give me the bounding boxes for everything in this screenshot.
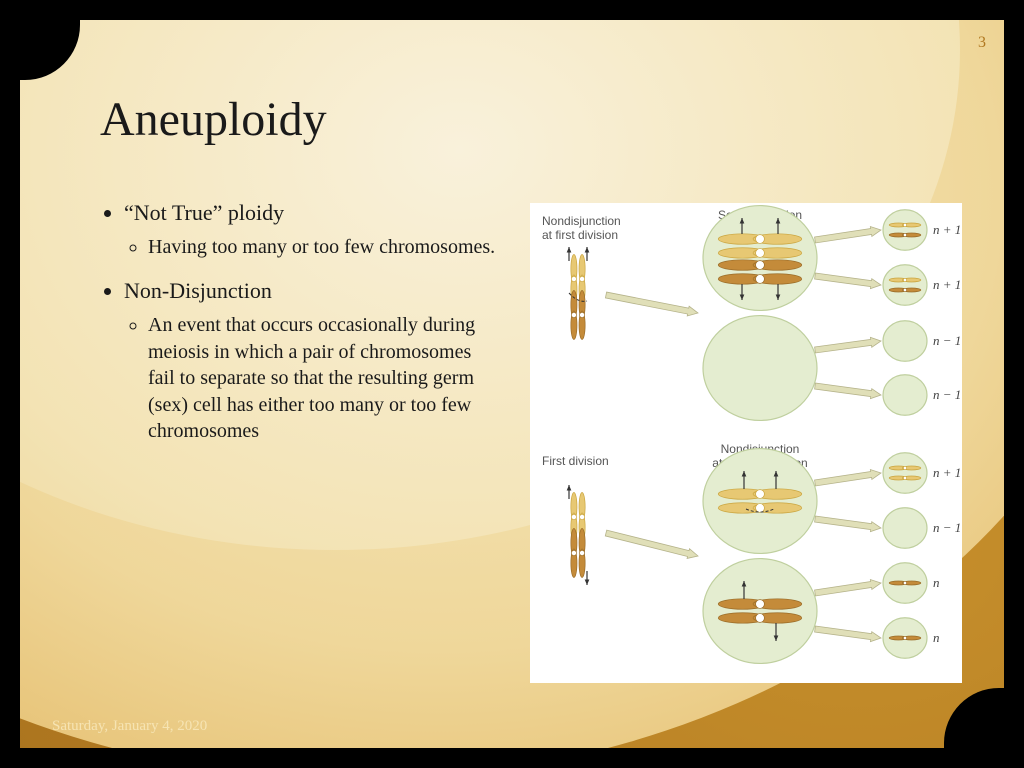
svg-text:n + 1: n + 1: [933, 222, 961, 237]
subbullet-definition: Having too many or too few chromosomes.: [148, 234, 500, 260]
svg-text:n: n: [933, 575, 940, 590]
svg-text:n + 1: n + 1: [933, 277, 961, 292]
bullet-text: “Not True” ploidy: [124, 200, 284, 225]
slide-title: Aneuploidy: [100, 92, 327, 147]
content-block: “Not True” ploidy Having too many or too…: [100, 200, 500, 462]
page-number: 3: [978, 34, 986, 52]
svg-text:n + 1: n + 1: [933, 465, 961, 480]
nondisjunction-diagram: Nondisjunctionat first divisionSecond di…: [530, 203, 962, 683]
svg-text:n: n: [933, 630, 940, 645]
slide-frame: 3 Aneuploidy “Not True” ploidy Having to…: [20, 20, 1004, 748]
bullet-text: Non-Disjunction: [124, 278, 272, 303]
diagram-svg: Nondisjunctionat first divisionSecond di…: [530, 203, 962, 683]
svg-text:n − 1: n − 1: [933, 520, 961, 535]
bullet-non-disjunction: Non-Disjunction An event that occurs occ…: [124, 278, 500, 444]
svg-text:Nondisjunction: Nondisjunction: [542, 214, 621, 228]
subbullet-explanation: An event that occurs occasionally during…: [148, 312, 500, 444]
bullet-not-true-ploidy: “Not True” ploidy Having too many or too…: [124, 200, 500, 260]
svg-text:n − 1: n − 1: [933, 333, 961, 348]
footer-date: Saturday, January 4, 2020: [52, 717, 237, 736]
svg-text:First division: First division: [542, 454, 609, 468]
svg-text:n − 1: n − 1: [933, 387, 961, 402]
svg-text:at first division: at first division: [542, 228, 618, 242]
